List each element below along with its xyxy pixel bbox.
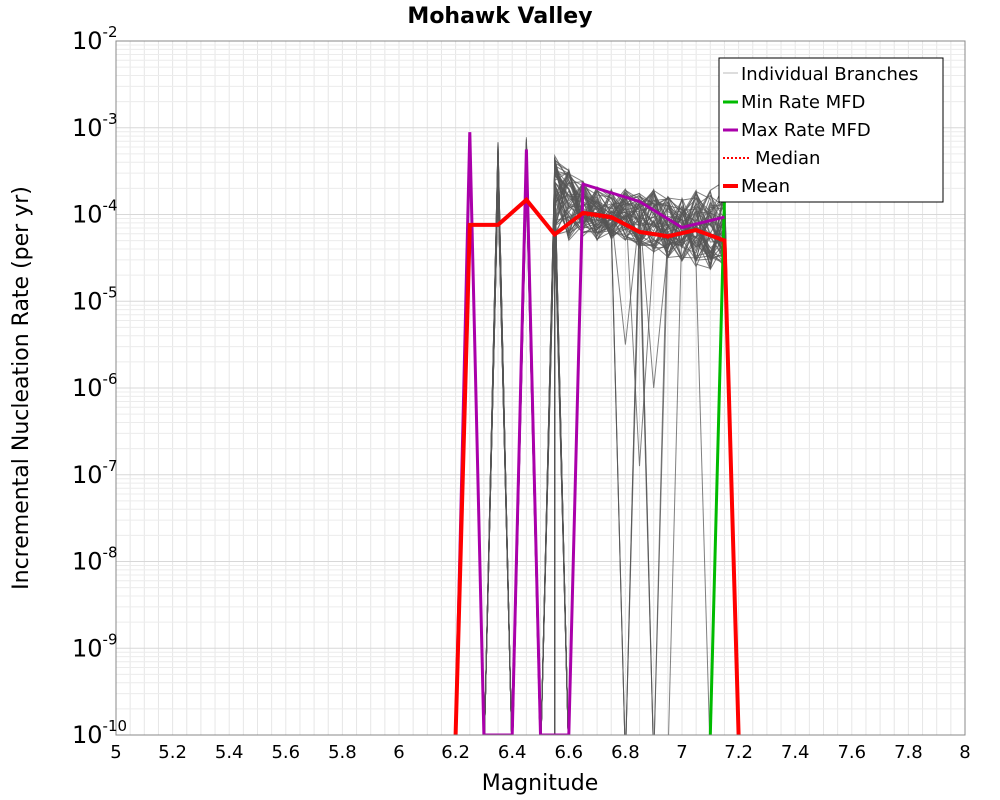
legend-box [718, 57, 944, 203]
x-tick-label: 7 [676, 742, 687, 763]
individual-branches [483, 137, 739, 735]
legend-label-median: Median [755, 148, 820, 169]
y-tick-label: 10-10 [72, 717, 127, 749]
x-tick-label: 6 [393, 742, 404, 763]
x-tick-label: 7.2 [724, 742, 753, 763]
x-tick-label: 7.4 [781, 742, 810, 763]
series-min-rate-mfd [708, 197, 726, 735]
y-tick-label: 10-2 [72, 23, 118, 55]
plot-area-frame [115, 40, 966, 736]
y-tick-label: 10-5 [72, 283, 118, 315]
y-tick-label: 10-6 [72, 370, 118, 402]
series-max-rate-mfd [454, 132, 725, 735]
legend-label-max: Max Rate MFD [741, 120, 871, 141]
x-tick-label: 6.8 [611, 742, 640, 763]
y-axis-label: Incremental Nucleation Rate (per yr) [9, 186, 34, 590]
series-lines [453, 132, 741, 735]
x-tick-label: 8 [959, 742, 970, 763]
y-tick-label: 10-3 [72, 110, 118, 142]
grid [116, 41, 965, 735]
x-tick-label: 6.4 [498, 742, 527, 763]
legend: Individual Branches Min Rate MFD Max Rat… [718, 57, 944, 203]
x-tick-label: 5.2 [158, 742, 187, 763]
legend-label-branches: Individual Branches [741, 64, 918, 85]
x-tick-label: 5 [110, 742, 121, 763]
x-tick-labels: 5 5.2 5.4 5.6 5.8 6 6.2 6.4 6.6 6.8 7 7.2 7.4 7.6 7.8 8 [110, 742, 970, 763]
series-mean [453, 196, 741, 735]
x-tick-label: 5.6 [271, 742, 300, 763]
legend-label-min: Min Rate MFD [741, 92, 865, 113]
y-tick-labels: 10-2 10-3 10-4 10-5 10-6 10-7 10-8 10-9 10-10 [72, 23, 127, 749]
y-tick-label: 10-8 [72, 544, 118, 576]
legend-label-mean: Mean [741, 176, 790, 197]
y-tick-label: 10-9 [72, 630, 118, 662]
x-tick-label: 7.6 [837, 742, 866, 763]
x-tick-label: 5.8 [328, 742, 357, 763]
x-tick-label: 6.6 [554, 742, 583, 763]
x-tick-label: 6.2 [441, 742, 470, 763]
y-tick-label: 10-7 [72, 457, 118, 489]
x-tick-label: 7.8 [894, 742, 923, 763]
chart-title: Mohawk Valley [407, 4, 592, 29]
y-tick-label: 10-4 [72, 197, 118, 229]
x-tick-label: 5.4 [215, 742, 244, 763]
x-axis-label: Magnitude [482, 771, 599, 796]
